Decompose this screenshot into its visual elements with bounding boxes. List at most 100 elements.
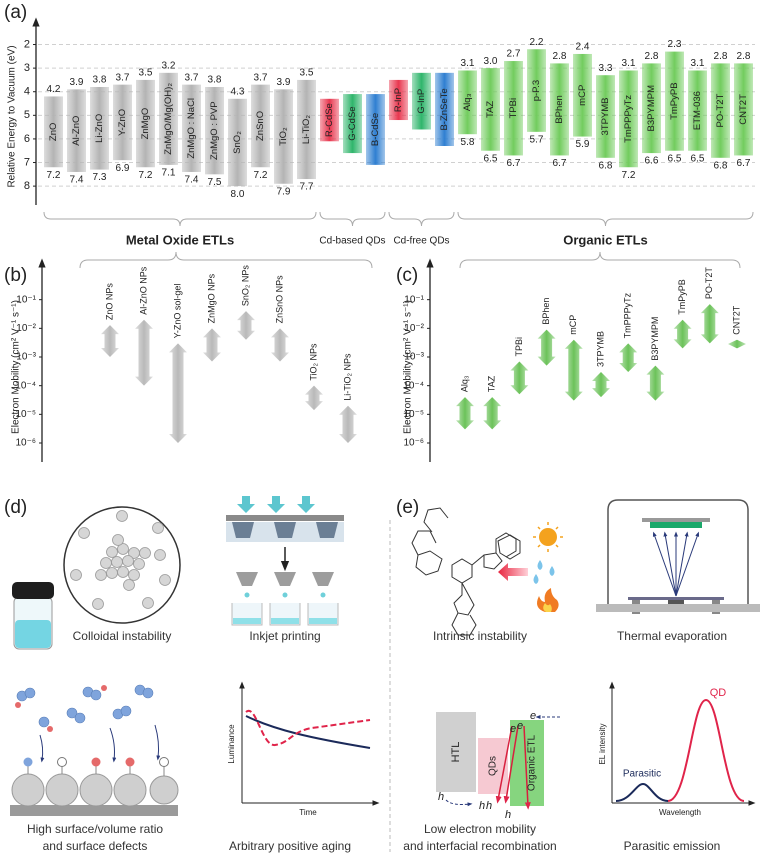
category-label: G-CdSe — [347, 106, 358, 140]
energy-bar — [642, 63, 661, 154]
carrier-label: h — [486, 800, 492, 812]
category-label: mCP — [568, 315, 578, 335]
axis-label: Luminance — [227, 724, 236, 764]
value-label: 7.4 — [70, 175, 84, 186]
category-label: ZnO — [48, 123, 59, 141]
aging-plot — [239, 681, 380, 806]
mobility-range — [203, 328, 221, 362]
value-label: 2.8 — [553, 51, 567, 62]
energy-bar — [113, 84, 132, 161]
y-tick-label: 10⁻⁴ — [15, 380, 36, 391]
value-label: 7.2 — [139, 170, 153, 181]
y-tick-label: 3 — [24, 62, 30, 74]
carrier-label: e — [510, 723, 516, 735]
value-label: 2.8 — [714, 51, 728, 62]
stress-icons — [533, 522, 563, 612]
group-label: Cd-free QDs — [393, 236, 449, 247]
value-label: 3.7 — [185, 72, 199, 83]
group-bracket — [457, 211, 754, 227]
mobility-range — [619, 343, 638, 372]
mobility-range — [456, 397, 474, 430]
mobility-range — [592, 371, 610, 398]
category-label: ZnMgO — [140, 108, 151, 140]
energy-bar — [228, 98, 247, 187]
category-label: B3PYMPM — [646, 85, 657, 132]
evaporation-illustration — [596, 499, 760, 614]
value-label: 7.4 — [185, 175, 199, 186]
peak-label: Parasitic — [623, 769, 661, 780]
energy-bar — [366, 94, 385, 165]
mobility-range — [700, 304, 719, 344]
energy-bar — [504, 61, 523, 156]
category-label: PO-T2T — [704, 267, 714, 300]
panel-label: (e) — [396, 497, 419, 518]
category-label: Y-ZnO sol-gel — [172, 284, 182, 339]
value-label: 6.6 — [645, 156, 659, 167]
group-bracket — [388, 211, 455, 227]
energy-bar — [734, 63, 753, 156]
value-label: 3.8 — [208, 75, 222, 86]
value-label: 3.3 — [599, 63, 613, 74]
energy-bar — [435, 72, 454, 146]
category-label: ZnSnO — [255, 111, 266, 141]
category-label: B-ZnSeTe — [439, 88, 450, 130]
category-label: TmPPPyTz — [623, 292, 633, 338]
y-tick-label: 10⁻⁴ — [403, 380, 424, 391]
value-label: 7.7 — [300, 182, 314, 193]
y-tick-label: 4 — [24, 86, 30, 98]
category-label: ZnMgO : PVP — [209, 101, 220, 160]
value-label: 3.0 — [484, 56, 498, 67]
caption: High surface/volume ratio — [27, 822, 163, 836]
category-label: ZnMgO : NaCl — [186, 98, 197, 159]
caption: Intrinsic instability — [433, 629, 527, 643]
mobility-range — [305, 385, 323, 411]
energy-bar — [665, 51, 684, 151]
category-label: CNT2T — [731, 305, 741, 335]
panel-label: (b) — [4, 265, 27, 286]
category-label: G-InP — [416, 89, 427, 114]
energy-bar — [205, 87, 224, 175]
mobility-range — [169, 343, 187, 444]
category-label: B-CdSe — [370, 113, 381, 146]
value-label: 4.2 — [47, 84, 61, 95]
value-label: 3.5 — [300, 68, 314, 79]
value-label: 6.7 — [553, 158, 567, 169]
carrier-label: h — [479, 800, 485, 812]
category-label: TPBi — [508, 98, 519, 119]
group-label: Cd-based QDs — [319, 236, 385, 247]
category-label: Al-ZnO — [71, 116, 82, 146]
y-tick-label: 10⁻⁵ — [403, 409, 424, 420]
mobility-range — [646, 365, 665, 401]
y-tick-label: 7 — [24, 156, 30, 168]
energy-bar — [389, 79, 408, 121]
value-label: 7.3 — [93, 172, 107, 183]
value-label: 7.1 — [162, 168, 176, 179]
mobility-range — [537, 329, 556, 366]
value-label: 5.8 — [461, 137, 475, 148]
value-label: 2.8 — [645, 51, 659, 62]
axis-label: Wavelength — [659, 808, 701, 817]
y-tick-label: 5 — [24, 109, 30, 121]
energy-bar — [182, 84, 201, 172]
category-label: ZnO NPs — [104, 283, 114, 321]
molecule-illustration — [411, 507, 521, 636]
axis-label: EL intensity — [598, 723, 607, 764]
value-label: 5.7 — [530, 134, 544, 145]
y-tick-label: 8 — [24, 180, 30, 192]
group-label: Organic ETLs — [563, 232, 648, 247]
mobility-range — [237, 311, 255, 340]
category-label: ZnSnO NPs — [274, 275, 284, 324]
value-label: 6.5 — [668, 153, 682, 164]
energy-bar — [573, 53, 592, 137]
category-label: SnO₂ — [232, 131, 243, 154]
energy-bar — [412, 72, 431, 130]
value-label: 2.4 — [576, 42, 590, 53]
colloid-illustration — [12, 506, 181, 650]
category-label: Al-ZnO NPs — [138, 266, 148, 315]
category-label: ETM-036 — [692, 91, 703, 130]
energy-bar — [596, 75, 615, 158]
caption: and surface defects — [43, 839, 148, 853]
value-label: 3.2 — [162, 60, 176, 71]
value-label: 2.3 — [668, 39, 682, 50]
